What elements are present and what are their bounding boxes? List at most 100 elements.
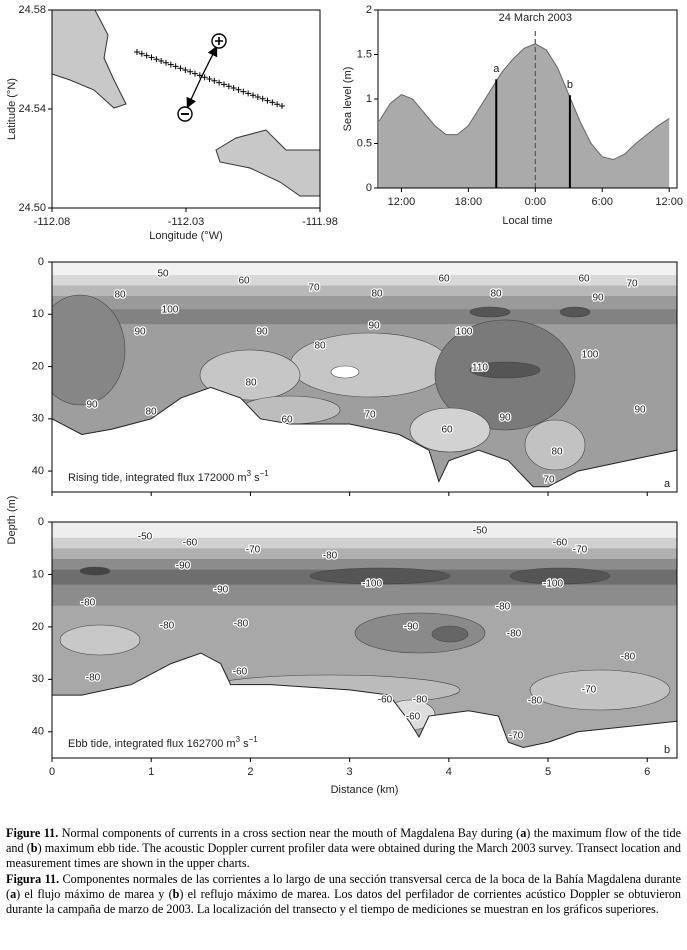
contour-patch [59, 624, 141, 656]
transect-point [235, 86, 242, 93]
y-tick-label: 10 [32, 308, 44, 320]
flow-arrow [186, 77, 202, 109]
x-axis-label: Local time [502, 215, 552, 227]
contour-label: 80 [371, 289, 383, 300]
transect-point [245, 90, 252, 97]
contour-label: 90 [499, 413, 511, 424]
note-part: s [251, 472, 260, 484]
caption-text: Figura 11. [6, 871, 60, 886]
flood-symbol [215, 37, 223, 45]
contour-label: 90 [368, 321, 380, 332]
caption-text: a [520, 826, 527, 840]
contour-label: -80 [621, 652, 636, 663]
contour-label: -80 [496, 602, 511, 613]
y-tick-label: 40 [32, 465, 44, 477]
contour-band [52, 584, 677, 606]
note-part: −1 [260, 469, 270, 478]
contour-label: 70 [308, 283, 320, 294]
x-axis-label: Longitude (°W) [149, 230, 223, 242]
y-tick-label: 24.50 [18, 202, 46, 214]
x-tick-label: -112.08 [34, 216, 71, 228]
contour-label: -60 [406, 712, 421, 723]
contour-patch [431, 625, 469, 643]
x-tick-label: 4 [446, 766, 452, 778]
note-part: 3 [247, 469, 252, 478]
transect-point [172, 63, 179, 70]
contour-label: -90 [214, 585, 229, 596]
transect-point [254, 94, 261, 100]
x-tick-label: 12:00 [655, 196, 683, 208]
transect-point [216, 79, 223, 86]
caption-spanish: Figura 11. Componentes normales de las c… [6, 872, 681, 918]
y-tick-label: 20 [32, 360, 44, 372]
y-tick-label: 40 [32, 726, 44, 738]
panel-note: Ebb tide, integrated flux 162700 m3 s−1 [68, 735, 258, 750]
contour-label: 70 [543, 475, 555, 486]
sea-level-line [378, 43, 670, 161]
y-tick-label: 0.5 [357, 137, 372, 149]
transect-point [206, 76, 213, 82]
x-tick-label: 12:00 [388, 196, 416, 208]
contour-label: 100 [162, 305, 179, 316]
transect-point [138, 50, 145, 57]
panel-label: a [664, 478, 671, 490]
x-tick-label: 0 [49, 766, 55, 778]
contour-label: 60 [281, 415, 293, 426]
caption-text: b [172, 886, 180, 901]
contour-patch [330, 365, 360, 379]
panel-label: b [664, 744, 670, 756]
y-axis-label: Latitude (°N) [6, 78, 18, 140]
contour-label: 110 [472, 363, 488, 374]
y-tick-label: 0 [38, 516, 44, 528]
contour-label: -60 [553, 538, 568, 549]
x-axis-label: Distance (km) [331, 784, 399, 796]
contour-label: -70 [573, 545, 588, 556]
transect-point [163, 59, 169, 66]
x-tick-label: 0:00 [525, 196, 546, 208]
x-tick-label: 6:00 [592, 196, 613, 208]
y-tick-label: 24.54 [18, 103, 46, 115]
contour-label: -80 [234, 619, 249, 630]
contour-label: -80 [413, 695, 428, 706]
x-tick-label: 3 [347, 766, 353, 778]
contour-label: 60 [578, 274, 590, 285]
transect-point [259, 95, 266, 102]
y-tick-label: 0 [38, 256, 44, 268]
plot-frame [51, 261, 678, 493]
contour-label: -70 [246, 545, 261, 556]
y-tick-label: 1 [366, 93, 372, 105]
caption-text: ) the maximum flow of the tide and ( [6, 826, 681, 856]
contour-label: -60 [183, 538, 198, 549]
contour-label: -50 [473, 526, 488, 537]
contour-label: 80 [245, 378, 257, 389]
contour-label: 80 [114, 290, 126, 301]
caption-text: b [30, 841, 38, 856]
contour-patch [509, 567, 611, 585]
contour-label: -90 [176, 561, 191, 572]
y-tick-label: 24.58 [18, 4, 46, 16]
contour-label: 80 [551, 447, 563, 458]
seabed [52, 652, 677, 758]
contour-band [52, 522, 677, 538]
transect-point [182, 67, 189, 73]
x-tick-label: 18:00 [455, 196, 483, 208]
contour-label: 70 [364, 410, 376, 421]
contour-patch [199, 349, 301, 401]
caption-text: ) el reflujo máximo de marea. Los datos … [6, 886, 681, 917]
contour-label: -90 [404, 622, 419, 633]
contour-band [52, 275, 677, 286]
plot-frame [51, 521, 678, 759]
note-part: s [240, 738, 249, 750]
x-tick-label: -112.03 [168, 216, 205, 228]
contour-field [52, 522, 677, 758]
contour-label: -80 [86, 673, 101, 684]
transect-point [134, 49, 140, 55]
contour-patch [469, 361, 541, 379]
contour-band [52, 548, 677, 559]
contour-patch [524, 419, 586, 471]
contour-band [52, 558, 677, 570]
caption-text: Normal components of currents in a cross… [58, 826, 521, 840]
area-fill [379, 43, 670, 188]
x-tick-label: 1 [148, 766, 154, 778]
